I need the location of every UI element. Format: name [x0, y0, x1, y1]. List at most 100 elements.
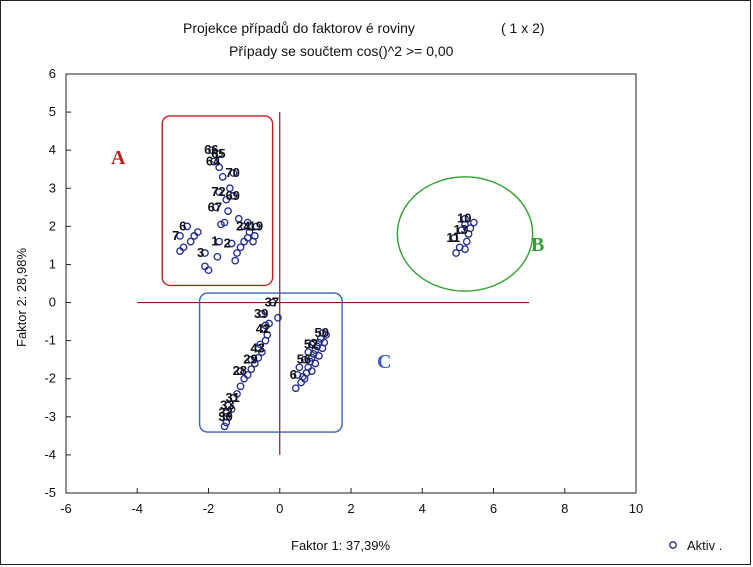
point-label: 33: [220, 397, 234, 412]
data-point: [227, 405, 236, 414]
point-label: 42: [256, 321, 270, 336]
data-point: [462, 237, 471, 246]
data-point: [256, 340, 265, 349]
data-point: [254, 353, 263, 362]
annotation-ellipse-b: [396, 176, 534, 292]
data-point: [215, 188, 224, 196]
point-label: 2: [224, 236, 231, 251]
data-point: [204, 266, 213, 275]
point-label: 69: [225, 188, 239, 203]
data-point: [220, 218, 229, 227]
point-label: 19: [249, 218, 263, 233]
data-point: [179, 243, 188, 252]
data-point: [213, 252, 222, 261]
data-point: [245, 228, 254, 236]
data-point: [236, 382, 245, 391]
x-tick-label: -4: [131, 501, 143, 516]
point-label: 64: [206, 154, 221, 169]
reference-lines: [137, 112, 530, 455]
point-label: 65: [211, 146, 225, 161]
point-label: 1: [211, 234, 218, 249]
data-point: [233, 249, 241, 257]
cluster-annotations: A B C: [101, 115, 573, 433]
point-label: 3: [197, 245, 204, 260]
data-point: [236, 367, 245, 375]
data-point: [320, 338, 329, 347]
point-label: 56: [297, 352, 311, 367]
data-point: [247, 365, 256, 374]
data-point: [215, 150, 224, 158]
data-point: [315, 352, 323, 360]
annotation-label-background: [101, 141, 155, 187]
x-tick-label: 8: [561, 501, 568, 516]
data-point: [208, 146, 216, 155]
data-point: [322, 331, 330, 339]
data-point: [243, 218, 252, 227]
data-point: [295, 363, 304, 372]
x-axis-label: Faktor 1: 37,39%: [291, 538, 390, 553]
data-point: [250, 359, 259, 368]
point-label: 24: [236, 218, 251, 233]
data-point: [183, 222, 191, 231]
y-axis-label: Faktor 2: 28,98%: [14, 248, 29, 347]
point-label: 43: [250, 340, 264, 355]
annotation-label-a: A: [111, 147, 126, 169]
x-axis-ticks: -6 -4 -2 0 2 4 6 8 10: [60, 488, 643, 516]
legend: Aktiv .: [669, 538, 722, 553]
y-tick-label: -3: [44, 409, 56, 424]
y-tick-label: 6: [49, 66, 56, 81]
y-tick-label: -5: [44, 485, 56, 500]
data-point: [457, 226, 466, 235]
data-point: [252, 222, 261, 231]
plot-area: [65, 73, 637, 494]
data-point: [450, 233, 459, 242]
data-point: [315, 338, 323, 347]
data-point: [461, 245, 469, 254]
point-label: 30: [218, 409, 232, 424]
point-label: 13: [453, 222, 467, 237]
y-tick-label: -1: [44, 333, 56, 348]
data-point: [307, 353, 316, 362]
data-point: [274, 313, 282, 322]
data-point: [222, 409, 231, 417]
point-label: 70: [225, 165, 239, 180]
data-point: [300, 355, 309, 364]
data-point: [466, 224, 475, 233]
data-point: [311, 346, 320, 355]
chart-subtitle: Případy se součtem cos()^2 >= 0,00: [229, 43, 454, 59]
data-point: [300, 374, 309, 383]
data-point: [215, 237, 224, 246]
data-point: [176, 232, 184, 240]
point-label: 67: [208, 199, 222, 214]
data-point: [258, 348, 266, 356]
point-label: 11: [446, 230, 460, 245]
data-point: [309, 338, 318, 347]
legend-label: Aktiv .: [687, 538, 722, 553]
data-point: [259, 325, 268, 334]
data-point: [261, 336, 270, 345]
data-point: [258, 310, 266, 318]
annotation-box-c: [198, 292, 343, 433]
data-point: [304, 348, 313, 356]
data-point: [222, 418, 231, 427]
data-point: [240, 374, 248, 383]
point-label: 50: [315, 325, 329, 340]
point-label: 29: [243, 352, 257, 367]
data-point: [236, 243, 245, 252]
data-points: [176, 146, 478, 431]
data-point: [193, 228, 202, 236]
data-point: [461, 214, 469, 223]
data-point: [229, 192, 238, 200]
data-point: [226, 184, 234, 193]
y-tick-label: 0: [49, 295, 56, 310]
point-label: 32: [218, 405, 232, 420]
y-tick-label: 3: [49, 180, 56, 195]
x-tick-label: 4: [419, 501, 426, 516]
data-point: [222, 195, 231, 204]
data-point: [186, 237, 195, 246]
data-point: [215, 163, 224, 172]
data-point: [227, 239, 236, 248]
